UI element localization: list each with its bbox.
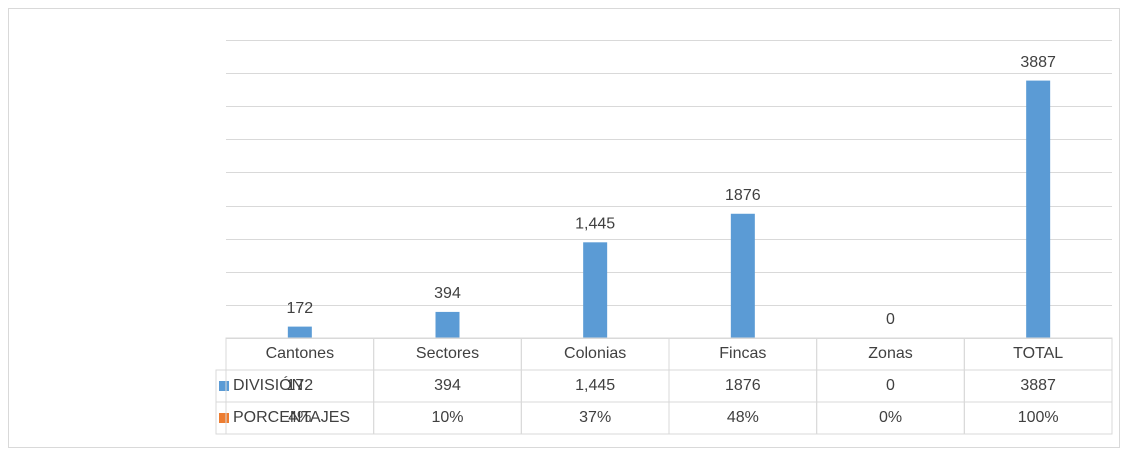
table-value: 394 xyxy=(434,377,461,394)
table-value: 100% xyxy=(1018,409,1059,426)
x-tick-label: Zonas xyxy=(868,345,912,362)
legend-label: DIVISIÓN xyxy=(233,375,303,394)
bar xyxy=(583,242,608,338)
table-value: 172 xyxy=(286,377,313,394)
table-value: 3887 xyxy=(1020,377,1056,394)
x-tick-label: Colonias xyxy=(564,345,626,362)
legend-label: PORCENTAJES xyxy=(233,409,350,426)
legend-swatch xyxy=(219,413,229,423)
data-label: 172 xyxy=(286,300,313,317)
data-label: 3887 xyxy=(1020,54,1056,71)
table-value: 10% xyxy=(431,409,463,426)
x-tick-label: Fincas xyxy=(719,345,766,362)
x-tick-label: Cantones xyxy=(266,345,335,362)
bar xyxy=(287,326,312,338)
data-label: 394 xyxy=(434,285,461,302)
data-label: 0 xyxy=(886,311,895,328)
table-value: 48% xyxy=(727,409,759,426)
table-value: 4% xyxy=(288,409,311,426)
x-tick-label: TOTAL xyxy=(1013,345,1063,362)
table-value: 1,445 xyxy=(575,377,615,394)
bar xyxy=(435,311,460,338)
data-label: 1876 xyxy=(725,187,761,204)
x-tick-label: Sectores xyxy=(416,345,479,362)
bar xyxy=(1026,80,1051,338)
table-value: 1876 xyxy=(725,377,761,394)
data-label: 1,445 xyxy=(575,216,615,233)
chart-border xyxy=(8,8,1120,448)
table-cell xyxy=(963,401,1113,435)
table-value: 0 xyxy=(886,377,895,394)
legend-swatch xyxy=(219,381,229,391)
table-value: 0% xyxy=(879,409,902,426)
table-value: 37% xyxy=(579,409,611,426)
bar xyxy=(730,213,755,338)
